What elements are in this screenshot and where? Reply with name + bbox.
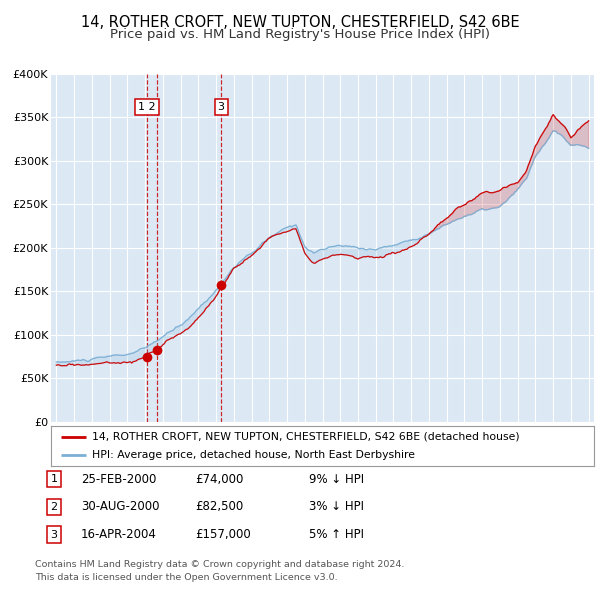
Text: 3: 3 [50, 530, 58, 539]
Text: 1 2: 1 2 [139, 102, 156, 112]
Text: 16-APR-2004: 16-APR-2004 [81, 528, 157, 541]
Text: 14, ROTHER CROFT, NEW TUPTON, CHESTERFIELD, S42 6BE (detached house): 14, ROTHER CROFT, NEW TUPTON, CHESTERFIE… [92, 432, 520, 442]
Text: Contains HM Land Registry data © Crown copyright and database right 2024.: Contains HM Land Registry data © Crown c… [35, 560, 404, 569]
Text: 3% ↓ HPI: 3% ↓ HPI [309, 500, 364, 513]
Text: 30-AUG-2000: 30-AUG-2000 [81, 500, 160, 513]
Text: 9% ↓ HPI: 9% ↓ HPI [309, 473, 364, 486]
Text: £74,000: £74,000 [195, 473, 244, 486]
Text: £82,500: £82,500 [195, 500, 243, 513]
Text: 25-FEB-2000: 25-FEB-2000 [81, 473, 157, 486]
Text: 1: 1 [50, 474, 58, 484]
Text: 3: 3 [218, 102, 224, 112]
Text: 2: 2 [50, 502, 58, 512]
Text: This data is licensed under the Open Government Licence v3.0.: This data is licensed under the Open Gov… [35, 572, 337, 582]
Text: HPI: Average price, detached house, North East Derbyshire: HPI: Average price, detached house, Nort… [92, 450, 415, 460]
Text: 14, ROTHER CROFT, NEW TUPTON, CHESTERFIELD, S42 6BE: 14, ROTHER CROFT, NEW TUPTON, CHESTERFIE… [80, 15, 520, 30]
Text: 5% ↑ HPI: 5% ↑ HPI [309, 528, 364, 541]
Text: £157,000: £157,000 [195, 528, 251, 541]
Text: Price paid vs. HM Land Registry's House Price Index (HPI): Price paid vs. HM Land Registry's House … [110, 28, 490, 41]
